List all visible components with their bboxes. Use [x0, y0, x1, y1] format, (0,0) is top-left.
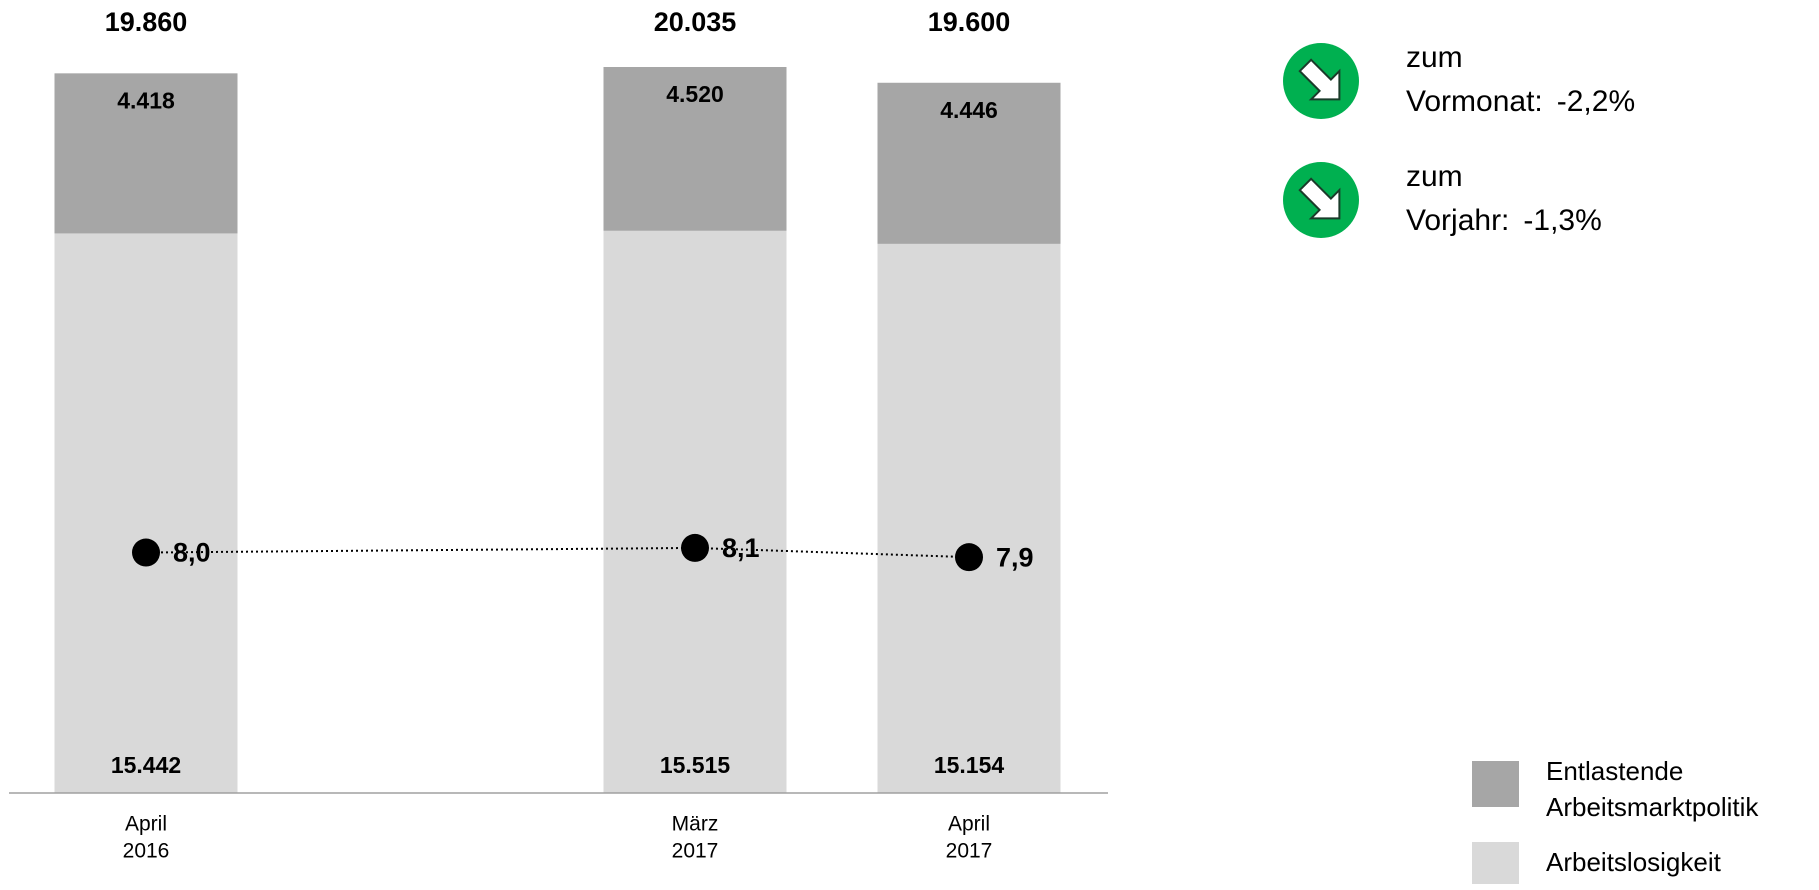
annotation-value: -2,2% [1557, 85, 1635, 118]
annotation-value: -1,3% [1523, 204, 1601, 237]
bar-value-label: 4.520 [666, 81, 724, 107]
x-tick-label: 2016 [123, 840, 170, 863]
trend-arrow-shape [1298, 177, 1341, 220]
bar-value-label: 15.154 [934, 752, 1005, 778]
annotation-label: Vormonat: [1406, 85, 1543, 118]
legend-label: Arbeitslosigkeit [1546, 847, 1721, 877]
rate-label: 8,0 [173, 538, 211, 568]
total-label: 19.600 [928, 7, 1011, 37]
bar-segment [603, 230, 787, 793]
total-label: 19.860 [105, 7, 188, 37]
x-tick-label: März [672, 813, 719, 836]
trend-arrow [1298, 58, 1341, 101]
rate-dot [681, 533, 709, 562]
total-label: 20.035 [654, 7, 737, 37]
annotation-label: Vorjahr: [1406, 204, 1509, 237]
rate-label: 7,9 [996, 542, 1034, 572]
x-tick-label: April [125, 813, 167, 836]
bar-segment [54, 233, 238, 794]
rate-dot [132, 538, 160, 567]
x-tick-label: 2017 [672, 840, 719, 863]
bar-value-label: 15.515 [660, 752, 731, 778]
legend-label-box: Arbeitslosigkeit [1546, 847, 1721, 877]
bar-value-label: 15.442 [111, 752, 181, 778]
x-tick-label: April [948, 813, 990, 836]
bar-segment [877, 82, 1061, 244]
annotation-label: zum [1406, 160, 1463, 193]
x-tick-label: 2017 [946, 840, 993, 863]
bar-segment [877, 243, 1061, 793]
legend-label: Entlastende Arbeitsmarktpolitik [1546, 756, 1759, 822]
rate-label: 8,1 [722, 533, 760, 563]
legend-swatch [1472, 761, 1519, 807]
trend-arrow [1298, 177, 1341, 220]
rate-line [145, 546, 970, 559]
bar-value-label: 4.446 [940, 97, 998, 123]
bar-segment [603, 67, 787, 231]
legend-swatch [1472, 842, 1519, 884]
trend-arrow-shape [1298, 58, 1341, 101]
bar-segment [54, 73, 238, 234]
rate-dot [955, 543, 983, 572]
bar-value-label: 4.418 [117, 87, 175, 113]
legend-label-box: Entlastende Arbeitsmarktpolitik [1546, 756, 1759, 822]
annotation-label: zum [1406, 41, 1463, 74]
